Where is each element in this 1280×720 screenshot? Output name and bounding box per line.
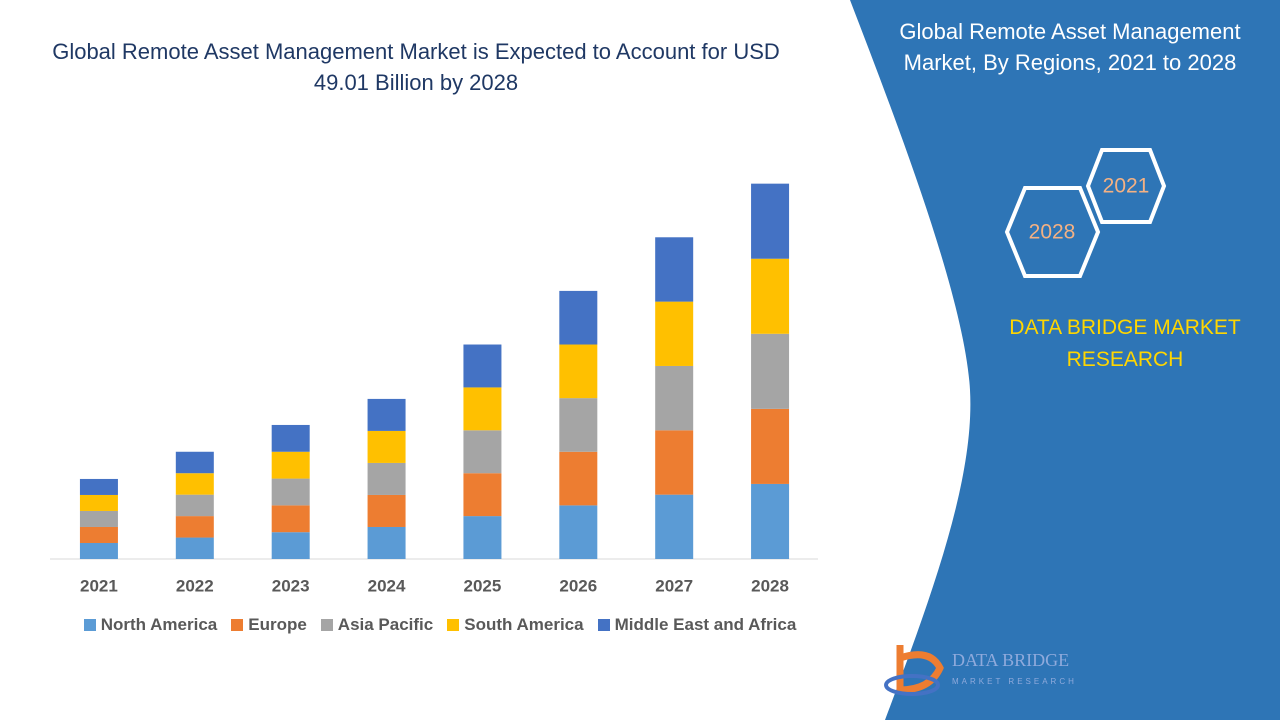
bar-segment xyxy=(271,478,310,506)
bar-segment xyxy=(751,483,790,559)
bar-segment xyxy=(751,408,790,484)
chart-title: Global Remote Asset Management Market is… xyxy=(52,39,780,95)
legend-swatch xyxy=(447,619,460,631)
bar-segment xyxy=(559,398,598,452)
bar-segment xyxy=(559,505,598,559)
bar-segment xyxy=(79,542,118,559)
bar-segment xyxy=(655,237,694,302)
x-tick-label: 2026 xyxy=(559,576,597,595)
bar-segment xyxy=(559,344,598,399)
legend-swatch xyxy=(320,619,333,631)
logo-tagline: MARKET RESEARCH xyxy=(952,677,1077,686)
hexagon-label: 2021 xyxy=(1103,175,1150,198)
bar-segment xyxy=(655,494,694,559)
bar-segment xyxy=(175,451,214,474)
legend-item: North America xyxy=(83,615,218,635)
bar-segment xyxy=(367,398,406,431)
bar-segment xyxy=(655,365,694,431)
bar-segment xyxy=(271,532,310,559)
x-tick-label: 2022 xyxy=(176,576,214,595)
logo-name: DATA BRIDGE xyxy=(952,650,1069,670)
legend-label: North America xyxy=(100,615,218,634)
hexagon-label: 2028 xyxy=(1029,221,1076,244)
bar-segment xyxy=(175,537,214,559)
legend-label: Europe xyxy=(248,615,307,634)
bar-segment xyxy=(751,258,790,334)
bar-segment xyxy=(463,430,502,474)
legend-label: South America xyxy=(464,615,584,634)
bar-segment xyxy=(559,451,598,506)
x-tick-label: 2021 xyxy=(80,576,118,595)
x-tick-label: 2025 xyxy=(464,576,502,595)
x-tick-label: 2023 xyxy=(272,576,310,595)
bar-segment xyxy=(655,301,694,366)
bar-segment xyxy=(79,526,118,543)
panel-title: Global Remote Asset Management Market, B… xyxy=(899,19,1241,75)
bar-segment xyxy=(271,424,310,452)
hexagon xyxy=(1085,148,1167,224)
bar-segment xyxy=(751,183,790,259)
brand: DATA BRIDGE MARKET RESEARCH xyxy=(1009,316,1241,371)
bar-segment xyxy=(367,494,406,527)
legend-item: Middle East and Africa xyxy=(597,615,797,635)
bar-segment xyxy=(655,430,694,495)
bar-segment xyxy=(271,451,310,479)
logo-mark xyxy=(896,645,944,694)
x-tick-label: 2024 xyxy=(368,576,406,595)
x-tick-label: 2027 xyxy=(655,576,693,595)
legend-swatch xyxy=(83,619,96,631)
legend-swatch xyxy=(597,619,610,631)
x-tick-label: 2028 xyxy=(751,576,789,595)
legend-label: Middle East and Africa xyxy=(614,615,797,634)
bar-segment xyxy=(175,494,214,517)
bar-segment xyxy=(79,510,118,527)
bar-segment xyxy=(463,473,502,517)
bar-segment xyxy=(751,333,790,409)
bar-segment xyxy=(367,462,406,495)
hexagon xyxy=(1004,186,1101,278)
bar-segment xyxy=(463,344,502,388)
bar-segment xyxy=(367,430,406,463)
legend-item: Europe xyxy=(231,615,307,635)
bar-segment xyxy=(559,290,598,345)
bar-segment xyxy=(271,505,310,533)
legend: North America Europe Asia Pacific South Ame… xyxy=(50,615,830,635)
bar-segment xyxy=(79,478,118,495)
bar-segment xyxy=(175,473,214,495)
legend-item: Asia Pacific xyxy=(320,615,434,635)
bar-segment xyxy=(79,494,118,511)
legend-swatch xyxy=(231,619,244,631)
logo-mark xyxy=(884,674,940,696)
bar-segment xyxy=(367,526,406,559)
legend-item: South America xyxy=(447,615,584,635)
legend-label: Asia Pacific xyxy=(337,615,434,634)
bar-segment xyxy=(175,516,214,538)
bar-segment xyxy=(463,516,502,559)
side-panel xyxy=(850,0,1280,720)
bar-segment xyxy=(463,387,502,431)
